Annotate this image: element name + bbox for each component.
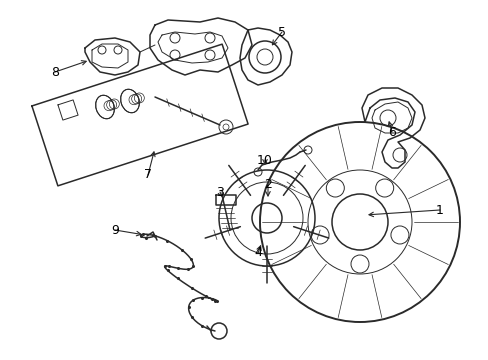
Text: 3: 3 [216,185,224,198]
Text: 2: 2 [264,179,271,192]
Text: 8: 8 [51,66,59,78]
Text: 1: 1 [435,203,443,216]
Text: 10: 10 [257,153,272,166]
Text: 9: 9 [111,224,119,237]
Text: 7: 7 [143,168,152,181]
Text: 6: 6 [387,126,395,139]
Text: 4: 4 [254,247,262,260]
Text: 5: 5 [278,26,285,39]
